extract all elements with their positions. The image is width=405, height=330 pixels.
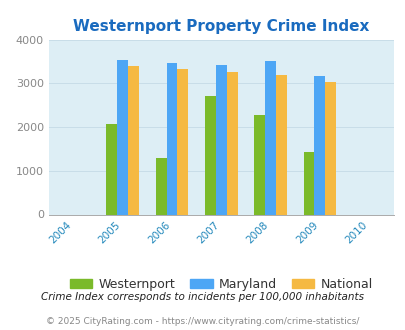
Bar <box>106 123 117 214</box>
Bar <box>117 60 128 214</box>
Title: Westernport Property Crime Index: Westernport Property Crime Index <box>73 19 369 34</box>
Bar <box>128 66 139 214</box>
Bar <box>275 75 286 214</box>
Bar <box>303 152 313 214</box>
Bar <box>313 76 324 215</box>
Bar <box>205 96 215 214</box>
Bar <box>156 158 166 214</box>
Text: © 2025 CityRating.com - https://www.cityrating.com/crime-statistics/: © 2025 CityRating.com - https://www.city… <box>46 317 359 326</box>
Legend: Westernport, Maryland, National: Westernport, Maryland, National <box>64 273 377 296</box>
Bar <box>254 115 264 214</box>
Bar <box>226 72 237 214</box>
Bar <box>166 63 177 214</box>
Bar <box>177 69 188 215</box>
Bar <box>324 82 335 214</box>
Bar <box>215 65 226 214</box>
Text: Crime Index corresponds to incidents per 100,000 inhabitants: Crime Index corresponds to incidents per… <box>41 292 364 302</box>
Bar <box>264 61 275 214</box>
